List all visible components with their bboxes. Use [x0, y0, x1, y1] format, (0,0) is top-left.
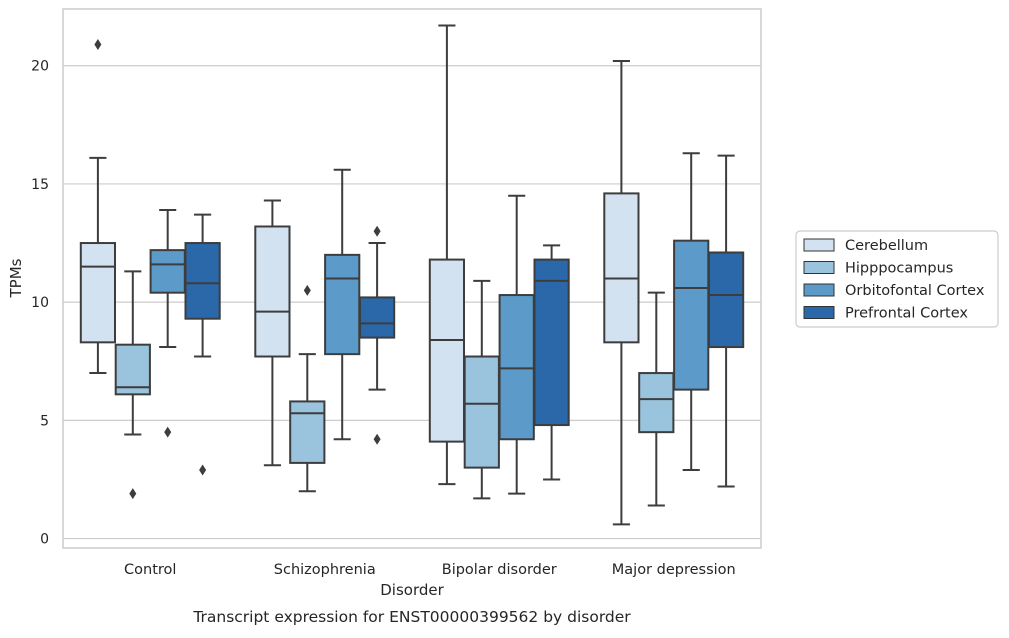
box-iqr — [149, 249, 186, 294]
box-iqr — [184, 242, 221, 320]
legend-swatch — [803, 306, 835, 319]
box-orbitofontal-cortex-schizophrenia — [324, 168, 361, 441]
box-iqr — [603, 192, 640, 344]
legend-item-orbitofontal-cortex: Orbitofontal Cortex — [803, 283, 985, 299]
box-cerebellum-bipolar-disorder — [428, 24, 466, 486]
box-prefrontal-cortex-control — [184, 213, 221, 476]
box-iqr — [79, 242, 117, 344]
legend-label: Prefrontal Cortex — [845, 306, 968, 322]
outlier-point — [303, 284, 311, 296]
outlier-point — [373, 225, 381, 237]
legend-label: Orbitofontal Cortex — [845, 283, 985, 299]
legend-label: Cerebellum — [845, 238, 928, 254]
legend-item-prefrontal-cortex: Prefrontal Cortex — [803, 306, 968, 322]
box-iqr — [707, 251, 745, 349]
legend-swatch — [803, 283, 835, 297]
y-tick-label: 5 — [40, 413, 49, 429]
legend-swatch — [803, 238, 835, 252]
legend-swatch — [803, 261, 835, 274]
box-orbitofontal-cortex-control — [149, 208, 186, 438]
box-prefrontal-cortex-schizophrenia — [358, 225, 396, 445]
legend-label: Hipppocampus — [845, 261, 953, 277]
outlier-point — [199, 464, 207, 476]
legend-item-hipppocampus: Hipppocampus — [803, 261, 953, 277]
axes: 0 5 10 15 20 Control Schizophrenia Bipolar diso… — [31, 59, 736, 578]
box-iqr — [673, 239, 710, 391]
x-axis-label: Disorder — [380, 581, 444, 599]
outlier-point — [129, 488, 137, 500]
box-hipppocampus-major-depression — [638, 291, 675, 507]
box-prefrontal-cortex-major-depression — [707, 154, 745, 488]
plot-frame — [62, 8, 762, 549]
box-orbitofontal-cortex-major-depression — [673, 152, 710, 471]
box-iqr — [428, 258, 466, 443]
box-iqr — [114, 343, 151, 396]
y-tick-label: 15 — [31, 177, 49, 193]
box-iqr — [289, 400, 326, 464]
y-axis-label: TPMs — [7, 258, 25, 298]
box-orbitofontal-cortex-bipolar-disorder — [498, 194, 535, 495]
y-tick-label: 10 — [31, 295, 49, 311]
legend: Cerebellum Hipppocampus Orbitofontal Corte… — [795, 230, 999, 328]
x-tick-label-major-depression: Major depression — [612, 562, 736, 578]
legend-frame — [795, 230, 999, 328]
box-prefrontal-cortex-bipolar-disorder — [533, 244, 570, 481]
box-iqr — [324, 253, 361, 356]
box-hipppocampus-schizophrenia — [289, 284, 326, 493]
x-tick-label-schizophrenia: Schizophrenia — [274, 562, 376, 578]
box-iqr — [254, 225, 291, 358]
y-tick-label: 0 — [40, 532, 49, 548]
outlier-point — [94, 38, 102, 50]
x-tick-label-control: Control — [124, 562, 176, 578]
box-iqr — [358, 296, 396, 339]
box-hipppocampus-control — [114, 270, 151, 500]
figure-caption: Transcript expression for ENST0000039956… — [192, 608, 631, 626]
box-cerebellum-schizophrenia — [254, 199, 291, 467]
legend-item-cerebellum: Cerebellum — [803, 238, 928, 254]
x-tick-label-bipolar-disorder: Bipolar disorder — [442, 562, 557, 578]
outlier-point — [164, 426, 172, 438]
box-iqr — [533, 258, 570, 427]
box-iqr — [463, 355, 500, 469]
box-cerebellum-major-depression — [603, 60, 640, 526]
box-iqr — [498, 294, 535, 441]
box-iqr — [638, 372, 675, 434]
plot-marks — [79, 24, 745, 526]
outlier-point — [373, 433, 381, 445]
box-hipppocampus-bipolar-disorder — [463, 279, 500, 500]
box-cerebellum-control — [79, 38, 117, 375]
y-tick-label: 20 — [31, 59, 49, 75]
